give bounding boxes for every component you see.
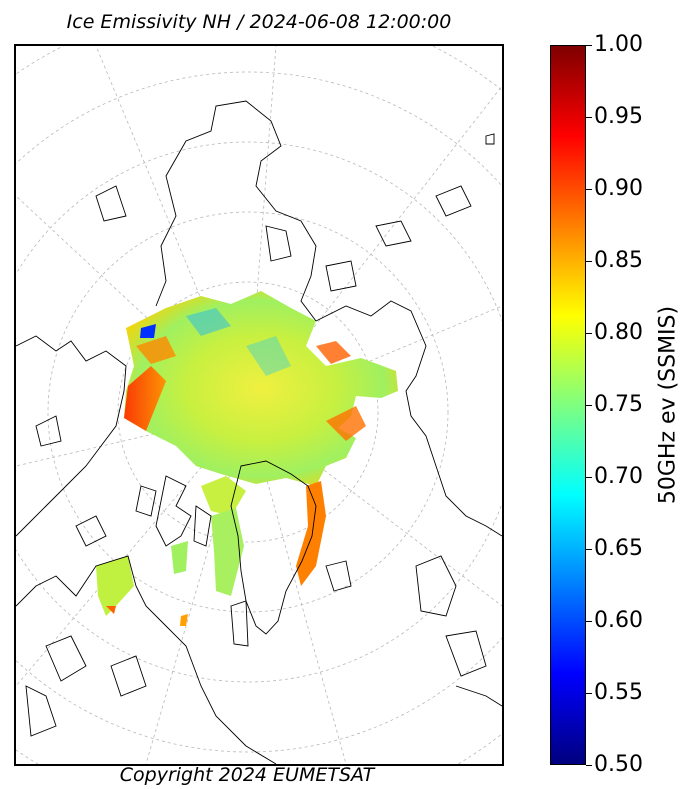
colorbar-tick [586, 332, 592, 334]
colorbar-tick [586, 44, 592, 46]
colorbar-tick [586, 548, 592, 550]
colorbar-tick [586, 692, 592, 694]
colorbar-tick-label: 0.85 [594, 248, 643, 273]
colorbar-tick [586, 404, 592, 406]
colorbar-label: 50GHz ev (SSMIS) [655, 305, 681, 505]
colorbar [550, 45, 586, 765]
sea-ice-field [96, 291, 398, 626]
colorbar-tick-label: 0.65 [594, 536, 643, 561]
colorbar-tick [586, 188, 592, 190]
colorbar-tick [586, 476, 592, 478]
colorbar-tick-label: 0.55 [594, 680, 643, 705]
colorbar-tick [586, 620, 592, 622]
colorbar-tick-label: 0.95 [594, 104, 643, 129]
colorbar-tick-label: 0.50 [594, 752, 643, 777]
colorbar-tick-label: 0.60 [594, 608, 643, 633]
colorbar-tick-label: 0.80 [594, 320, 643, 345]
colorbar-tick [586, 116, 592, 118]
coastlines [16, 100, 502, 764]
colorbar-tick [586, 260, 592, 262]
map-title: Ice Emissivity NH / 2024-06-08 12:00:00 [66, 11, 452, 33]
map-canvas [16, 46, 502, 764]
copyright-text: Copyright 2024 EUMETSAT [119, 764, 375, 786]
colorbar-tick-label: 0.90 [594, 176, 643, 201]
colorbar-tick-label: 1.00 [594, 32, 643, 57]
ice-emissivity-map [14, 44, 504, 766]
colorbar-tick-label: 0.75 [594, 392, 643, 417]
colorbar-tick-label: 0.70 [594, 464, 643, 489]
colorbar-tick [586, 764, 592, 766]
